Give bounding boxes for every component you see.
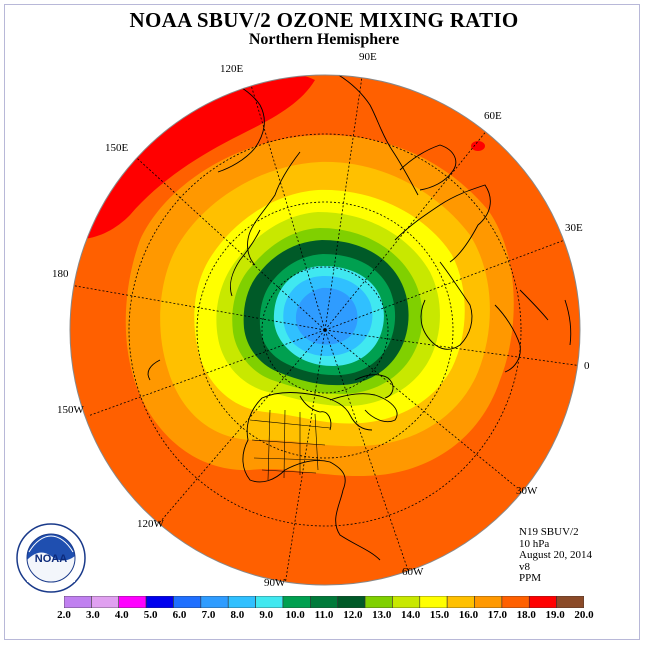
colorbar-swatch bbox=[64, 596, 92, 608]
colorbar-tick-label: 6.0 bbox=[172, 609, 187, 621]
figure-frame bbox=[4, 4, 640, 640]
colorbar-tick-label: 13.0 bbox=[372, 609, 392, 621]
colorbar-tick-label: 4.0 bbox=[114, 609, 129, 621]
colorbar-swatch bbox=[173, 596, 202, 608]
colorbar-swatch bbox=[446, 596, 475, 608]
lon-label-150e: 150E bbox=[105, 142, 129, 154]
lon-label-60e: 60E bbox=[484, 110, 502, 122]
colorbar-swatch bbox=[91, 596, 120, 608]
noaa-logo-emblem: NOAA bbox=[16, 523, 86, 593]
lon-label-90w: 90W bbox=[264, 577, 286, 589]
colorbar-swatch bbox=[528, 596, 557, 608]
colorbar-tick-label: 18.0 bbox=[516, 609, 536, 621]
colorbar-tick-label: 11.0 bbox=[314, 609, 334, 621]
map-subtitle: Northern Hemisphere bbox=[248, 31, 400, 48]
lon-label-120e: 120E bbox=[220, 63, 244, 75]
political-boundaries bbox=[249, 409, 331, 481]
colorbar-swatch bbox=[419, 596, 448, 608]
colorbar-tick-label: 12.0 bbox=[343, 609, 363, 621]
map-title: NOAA SBUV/2 OZONE MIXING RATIO bbox=[129, 8, 519, 32]
lon-label-30e: 30E bbox=[565, 222, 583, 234]
coastlines bbox=[147, 75, 572, 561]
info-units: PPM bbox=[519, 572, 542, 584]
info-level: 10 hPa bbox=[519, 537, 550, 550]
lon-label-60w: 60W bbox=[402, 566, 424, 578]
lon-label-30w: 30W bbox=[516, 485, 538, 497]
colorbar-swatch bbox=[118, 596, 147, 608]
colorbar-swatch bbox=[501, 596, 530, 608]
info-version: v8 bbox=[519, 560, 530, 573]
colorbar-swatch bbox=[145, 596, 174, 608]
lon-label-0: 0 bbox=[584, 360, 590, 372]
info-block: N19 SBUV/2 10 hPa August 20, 2014 v8 PPM bbox=[519, 526, 593, 585]
colorbar-swatch bbox=[337, 596, 366, 608]
colorbar-tick-label: 15.0 bbox=[429, 609, 450, 621]
colorbar-swatch bbox=[556, 596, 584, 608]
colorbar-tick-label: 7.0 bbox=[201, 609, 216, 621]
colorbar-tick-label: 9.0 bbox=[259, 609, 274, 621]
colorbar-tick-label: 5.0 bbox=[143, 609, 158, 621]
colorbar-tick-label: 17.0 bbox=[487, 609, 507, 621]
lon-label-180: 180 bbox=[52, 268, 69, 280]
map-boundary bbox=[69, 74, 581, 586]
colorbar-swatch bbox=[200, 596, 229, 608]
colorbar-tick-label: 2.0 bbox=[57, 609, 71, 621]
colorbar-tick-label: 16.0 bbox=[458, 609, 479, 621]
colorbar-swatch bbox=[227, 596, 256, 608]
colorbar bbox=[64, 596, 584, 608]
band-18-19-patch bbox=[471, 141, 485, 151]
noaa-logo-text: NOAA bbox=[35, 553, 67, 565]
colorbar-swatch bbox=[310, 596, 338, 608]
colorbar-swatch bbox=[392, 596, 421, 608]
colorbar-tick-label: 20.0 bbox=[574, 609, 594, 621]
colorbar-tick-label: 19.0 bbox=[545, 609, 565, 621]
colorbar-swatch bbox=[364, 596, 393, 608]
colorbar-tick-label: 3.0 bbox=[86, 609, 100, 621]
colorbar-tick-label: 8.0 bbox=[230, 609, 245, 621]
colorbar-swatch bbox=[255, 596, 284, 608]
contour-bands bbox=[70, 75, 580, 585]
colorbar-tick-label: 14.0 bbox=[401, 609, 421, 621]
colorbar-swatch bbox=[474, 596, 503, 608]
noaa-logo: NOAA bbox=[15, 522, 87, 599]
colorbar-tick-label: 10.0 bbox=[285, 609, 305, 621]
colorbar-swatch bbox=[282, 596, 311, 608]
lon-label-90e: 90E bbox=[359, 51, 377, 63]
lon-label-150w: 150W bbox=[57, 404, 84, 416]
lon-label-120w: 120W bbox=[137, 518, 164, 530]
info-instrument: N19 SBUV/2 bbox=[519, 526, 579, 538]
info-date: August 20, 2014 bbox=[519, 549, 593, 561]
